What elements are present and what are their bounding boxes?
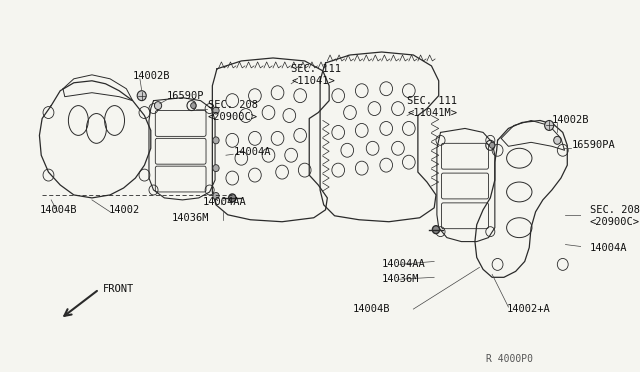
Text: SEC. 111: SEC. 111 — [291, 64, 341, 74]
Circle shape — [545, 121, 554, 131]
Circle shape — [191, 103, 196, 109]
Circle shape — [490, 142, 495, 148]
Text: 14002B: 14002B — [552, 115, 589, 125]
Circle shape — [554, 137, 561, 144]
Text: 14004B: 14004B — [353, 304, 390, 314]
Text: 14036M: 14036M — [381, 274, 419, 284]
Text: SEC. 208: SEC. 208 — [590, 205, 640, 215]
Text: 14002: 14002 — [108, 205, 140, 215]
Circle shape — [137, 91, 147, 101]
Circle shape — [228, 194, 236, 202]
Text: SEC. 208: SEC. 208 — [208, 100, 258, 110]
Text: <20900C>: <20900C> — [208, 112, 258, 122]
Text: <11041M>: <11041M> — [407, 108, 457, 118]
Text: 14004A: 14004A — [590, 243, 627, 253]
Circle shape — [433, 226, 440, 234]
Text: <20900C>: <20900C> — [590, 217, 640, 227]
Text: 16590P: 16590P — [167, 91, 205, 101]
Text: 14004AA: 14004AA — [381, 259, 426, 269]
Text: 14004A: 14004A — [234, 147, 271, 157]
Text: 14036M: 14036M — [172, 213, 209, 223]
Circle shape — [213, 137, 219, 144]
Text: SEC. 111: SEC. 111 — [407, 96, 457, 106]
Text: R 4000P0: R 4000P0 — [486, 354, 532, 364]
Text: 16590PA: 16590PA — [572, 140, 616, 150]
Text: 14004AA: 14004AA — [202, 197, 246, 207]
Text: FRONT: FRONT — [103, 284, 134, 294]
Circle shape — [213, 192, 219, 199]
Circle shape — [213, 107, 219, 114]
Circle shape — [154, 102, 162, 110]
Text: 14004B: 14004B — [40, 205, 77, 215]
Text: <11041>: <11041> — [291, 76, 335, 86]
Circle shape — [213, 165, 219, 171]
Text: 14002+A: 14002+A — [507, 304, 550, 314]
Text: 14002B: 14002B — [132, 71, 170, 81]
